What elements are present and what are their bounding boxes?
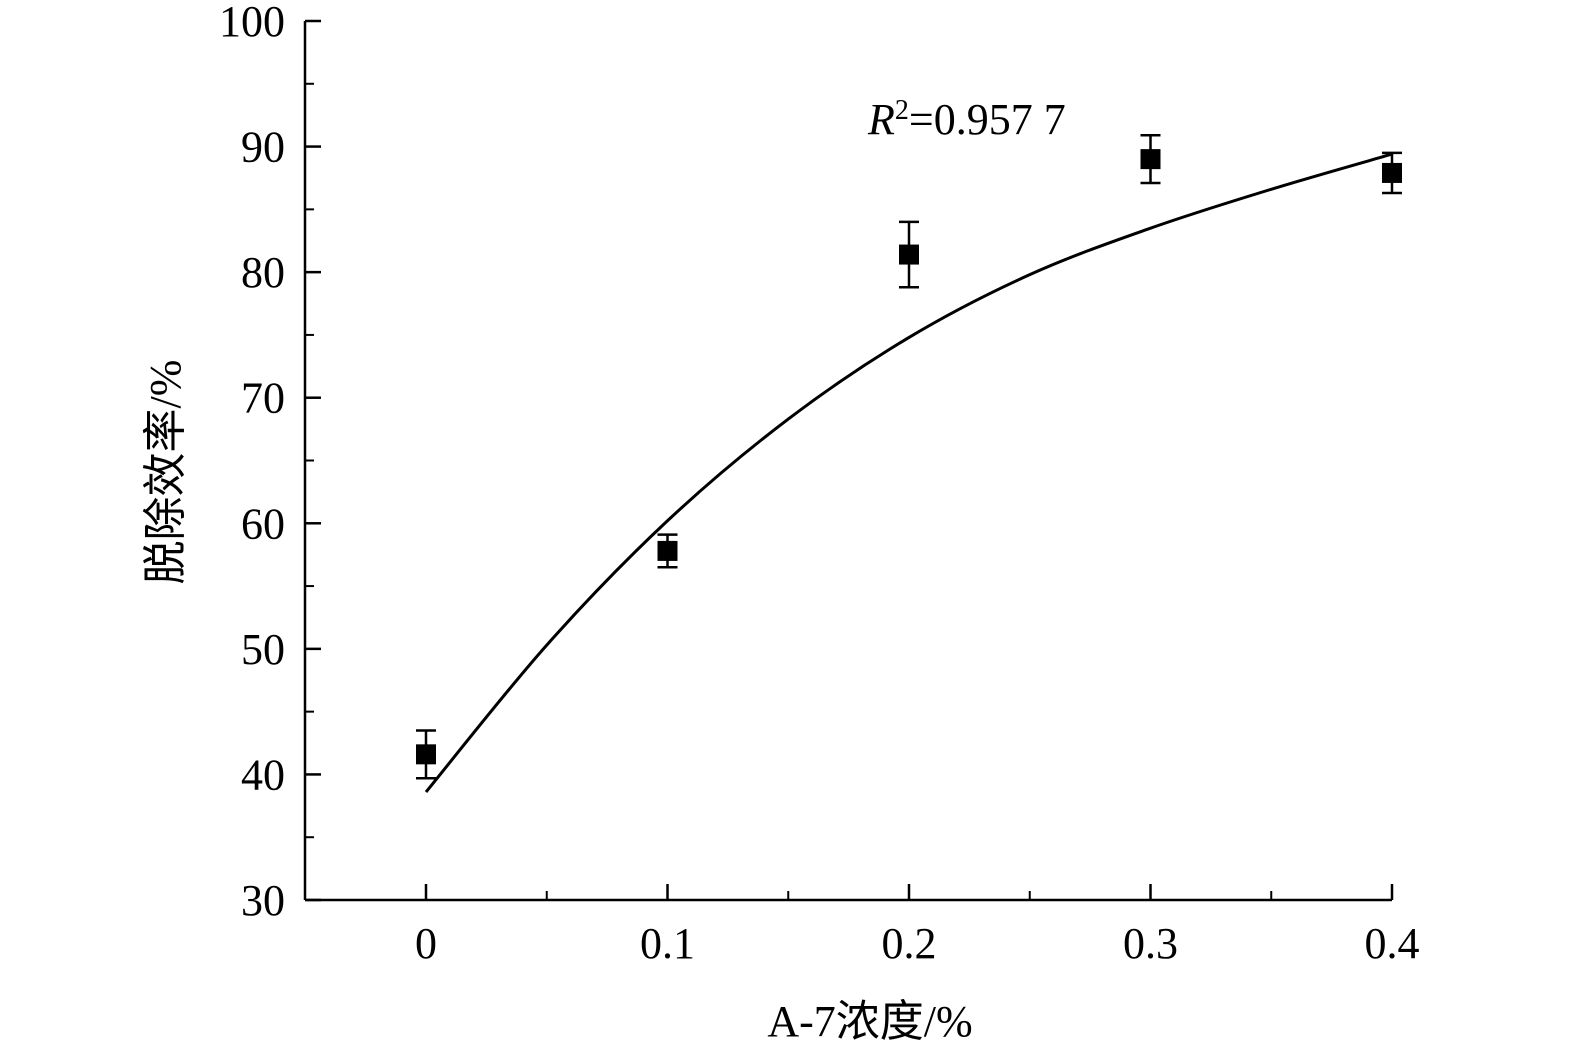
x-axis-title: A-7浓度/%: [767, 997, 972, 1046]
x-tick-label: 0.4: [1365, 919, 1420, 968]
x-tick-label: 0.3: [1123, 919, 1178, 968]
y-tick-label: 100: [219, 0, 285, 46]
data-point: [416, 744, 436, 765]
y-tick-label: 40: [241, 750, 285, 799]
y-tick-label: 50: [241, 625, 285, 674]
data-point: [1382, 162, 1402, 183]
x-tick-label: 0.2: [882, 919, 937, 968]
y-tick-label: 60: [241, 499, 285, 548]
y-tick-label: 30: [241, 876, 285, 925]
y-tick-label: 70: [241, 374, 285, 423]
y-tick-label: 80: [241, 248, 285, 297]
data-point: [657, 540, 678, 561]
r-squared-annotation: R2=0.957 7: [867, 95, 1066, 145]
x-tick-label: 0: [415, 919, 437, 968]
ticks: 30 40 50 60 70 80 90 100 0 0.1 0.2 0.3 0.4: [219, 0, 1420, 968]
fit-curve: [424, 152, 1393, 793]
r-squared-superscript: 2: [895, 95, 909, 126]
fit-curve-layer: [424, 152, 1393, 793]
y-axis-title: 脱除效率/%: [141, 360, 190, 585]
x-tick-label: 0.1: [640, 919, 695, 968]
axes: [303, 21, 1392, 902]
r-squared-symbol: R: [867, 95, 895, 144]
r-squared-value: =0.957 7: [909, 95, 1066, 144]
data-points-layer: [416, 134, 1402, 780]
data-point: [899, 244, 919, 265]
y-tick-label: 90: [241, 123, 285, 172]
data-point: [1140, 149, 1161, 170]
